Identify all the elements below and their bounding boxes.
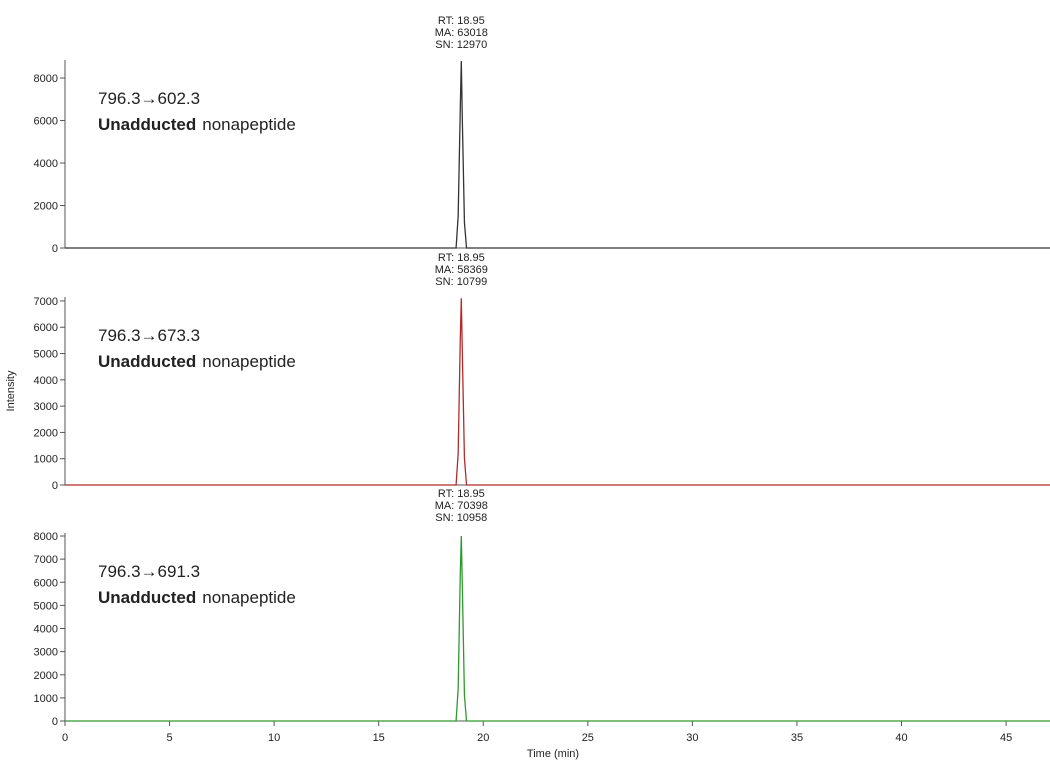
label-bold: Unadducted: [98, 115, 196, 134]
y-tick-label: 2000: [34, 201, 58, 213]
transition-label: 796.3→602.3: [98, 89, 200, 108]
peak-annotation: MA: 63018: [435, 27, 488, 39]
y-tick-label: 1000: [34, 454, 58, 466]
y-tick-label: 7000: [34, 296, 58, 308]
y-tick-label: 5000: [34, 600, 58, 612]
trace: [65, 298, 1050, 486]
y-tick-label: 0: [52, 716, 58, 728]
peak-annotation: MA: 70398: [435, 500, 488, 512]
x-tick-label: 15: [373, 732, 385, 744]
label-rest: nonapeptide: [202, 588, 296, 607]
x-axis-label: Time (min): [527, 748, 579, 760]
y-tick-label: 6000: [34, 116, 58, 128]
label-bold: Unadducted: [98, 352, 196, 371]
x-tick-label: 20: [477, 732, 489, 744]
x-tick-label: 5: [167, 732, 173, 744]
label-rest: nonapeptide: [202, 115, 296, 134]
transition-label: 796.3→691.3: [98, 562, 200, 581]
y-tick-label: 2000: [34, 670, 58, 682]
peak-annotation: SN: 12970: [435, 39, 487, 51]
y-tick-label: 8000: [34, 531, 58, 543]
y-tick-label: 4000: [34, 158, 58, 170]
x-tick-label: 10: [268, 732, 280, 744]
peak-annotation: MA: 58369: [435, 264, 488, 276]
y-tick-label: 8000: [34, 73, 58, 85]
y-tick-label: 0: [52, 480, 58, 492]
x-tick-label: 30: [686, 732, 698, 744]
peptide-label: Unadducted nonapeptide: [98, 588, 296, 607]
peptide-label: Unadducted nonapeptide: [98, 352, 296, 371]
y-tick-label: 3000: [34, 401, 58, 413]
x-tick-label: 35: [791, 732, 803, 744]
y-tick-label: 0: [52, 243, 58, 255]
y-tick-label: 7000: [34, 554, 58, 566]
trace: [65, 535, 1050, 722]
peak-annotation: RT: 18.95: [438, 488, 485, 500]
y-axis-label: Intensity: [5, 370, 17, 411]
y-tick-label: 2000: [34, 427, 58, 439]
x-tick-label: 0: [62, 732, 68, 744]
label-bold: Unadducted: [98, 588, 196, 607]
y-tick-label: 6000: [34, 577, 58, 589]
x-tick-label: 25: [582, 732, 594, 744]
transition-label: 796.3→673.3: [98, 326, 200, 345]
y-tick-label: 6000: [34, 322, 58, 334]
peak-annotation: RT: 18.95: [438, 15, 485, 27]
y-tick-label: 5000: [34, 349, 58, 361]
label-rest: nonapeptide: [202, 352, 296, 371]
y-tick-label: 4000: [34, 375, 58, 387]
peak-annotation: SN: 10958: [435, 512, 487, 524]
y-tick-label: 1000: [34, 693, 58, 705]
peptide-label: Unadducted nonapeptide: [98, 115, 296, 134]
x-tick-label: 45: [1000, 732, 1012, 744]
trace: [65, 61, 1050, 249]
y-tick-label: 4000: [34, 624, 58, 636]
peak-annotation: SN: 10799: [435, 276, 487, 288]
y-tick-label: 3000: [34, 647, 58, 659]
peak-annotation: RT: 18.95: [438, 252, 485, 264]
x-tick-label: 40: [895, 732, 907, 744]
